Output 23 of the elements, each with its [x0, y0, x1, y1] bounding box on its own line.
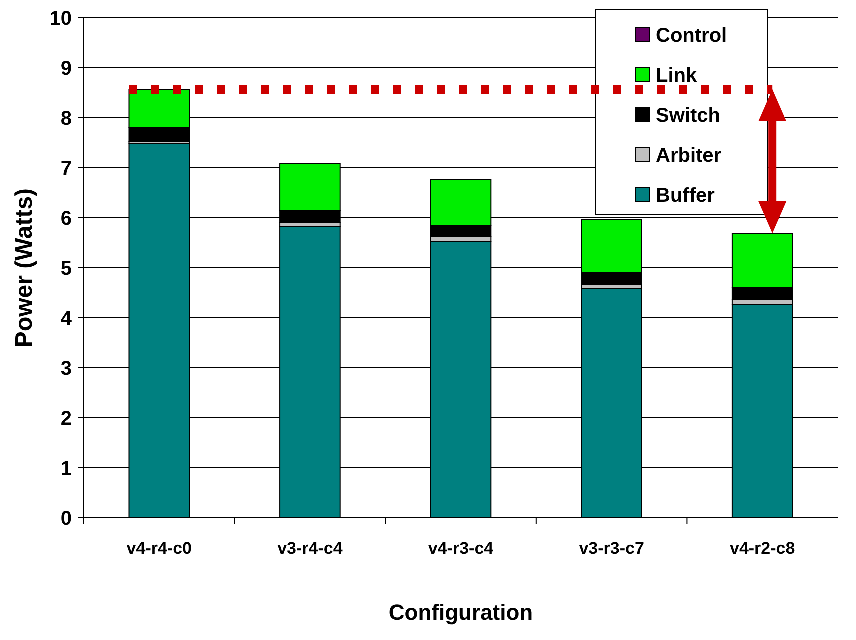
y-tick-label: 6 [60, 208, 72, 230]
x-tick-label: v4-r4-c0 [126, 539, 192, 558]
y-tick-label: 9 [60, 58, 72, 80]
x-axis-title: Configuration [388, 600, 534, 625]
y-tick-label: 3 [60, 358, 72, 380]
x-tick-label: v4-r2-c8 [730, 539, 796, 558]
y-tick-label: 5 [60, 258, 72, 280]
x-tick-label: v3-r3-c7 [579, 539, 644, 558]
legend-label: Switch [656, 105, 720, 127]
y-tick-label: 1 [60, 458, 72, 480]
y-tick-label: 4 [60, 308, 73, 330]
y-tick-label: 8 [60, 108, 72, 130]
y-tick-label: 0 [60, 508, 72, 530]
y-axis-title: Power (Watts) [11, 188, 38, 348]
x-tick-label: v3-r4-c4 [278, 539, 344, 558]
y-tick-label: 2 [60, 408, 72, 430]
legend-label: Control [656, 25, 728, 47]
legend-label: Arbiter [656, 145, 722, 167]
legend-label: Link [656, 65, 698, 87]
x-tick-label: v4-r3-c4 [428, 539, 494, 558]
y-tick-label: 7 [60, 158, 72, 180]
legend-label: Buffer [656, 185, 716, 207]
y-tick-label: 10 [50, 8, 72, 30]
